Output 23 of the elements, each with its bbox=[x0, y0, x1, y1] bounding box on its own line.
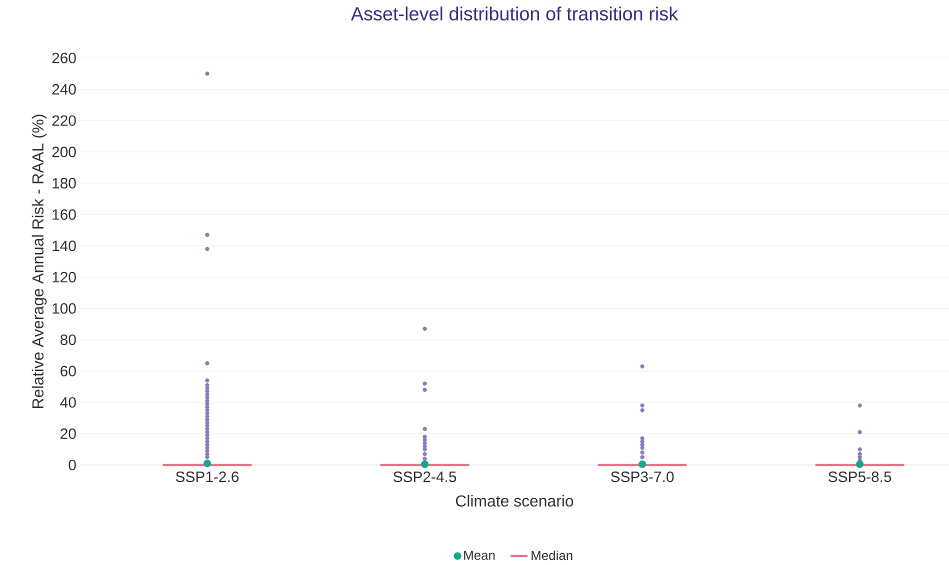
y-tick-label: 60 bbox=[60, 366, 76, 376]
y-tick-label: 80 bbox=[60, 334, 76, 346]
y-tick-label: 260 bbox=[52, 52, 76, 64]
y-tick-label: 240 bbox=[52, 84, 76, 95]
y-tick-label: 0 bbox=[68, 460, 76, 470]
y-tick-label: 200 bbox=[52, 146, 76, 158]
y-tick-label: 100 bbox=[52, 303, 76, 314]
y-tick-label: 140 bbox=[52, 240, 76, 252]
y-tick-label: 160 bbox=[52, 209, 76, 220]
x-tick-label: SSP2-4.5 bbox=[393, 472, 456, 482]
y-axis-title: Relative Average Annual Risk - RAAL (%) bbox=[32, 114, 47, 408]
y-tick-label: 180 bbox=[52, 178, 76, 189]
x-axis-title: Climate scenario bbox=[456, 494, 574, 507]
chart-title: Asset-level distribution of transition risk bbox=[350, 6, 678, 21]
y-tick-label: 120 bbox=[52, 272, 76, 282]
x-tick-label: SSP1-2.6 bbox=[176, 472, 239, 482]
legend-label: Median bbox=[532, 550, 572, 560]
x-tick-label: SSP3-7.0 bbox=[610, 472, 674, 482]
y-tick-label: 40 bbox=[60, 397, 76, 408]
y-tick-label: 220 bbox=[52, 115, 76, 126]
y-tick-label: 20 bbox=[60, 428, 76, 439]
legend-label: Mean bbox=[464, 550, 495, 560]
x-tick-label: SSP5-8.5 bbox=[828, 472, 892, 482]
